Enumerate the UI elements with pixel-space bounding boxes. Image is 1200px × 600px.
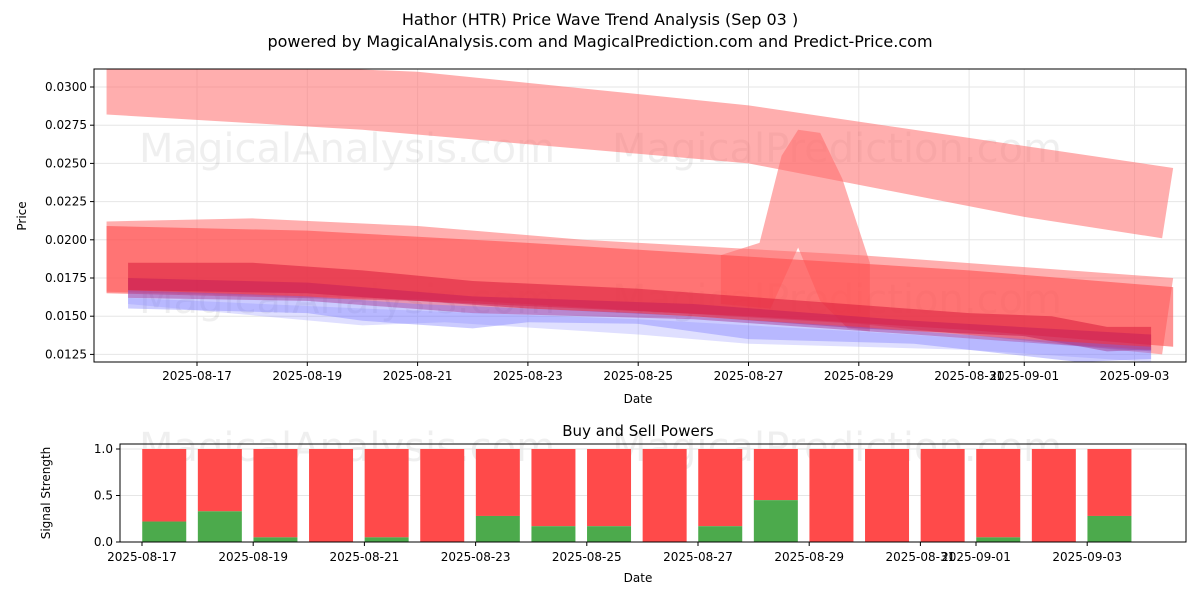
sell-bar — [475, 449, 520, 516]
x-tick-label: 2025-08-17 — [107, 550, 177, 564]
x-tick-label: 2025-08-21 — [383, 369, 453, 383]
sell-bar — [197, 449, 242, 512]
sell-bar — [865, 449, 910, 542]
plot-frame — [93, 68, 1187, 363]
y-tick-label: 0.0275 — [45, 118, 87, 132]
x-tick-label: 2025-08-27 — [663, 550, 733, 564]
chart-title: Hathor (HTR) Price Wave Trend Analysis (… — [401, 10, 799, 29]
y-tick-label: 0.0300 — [45, 80, 87, 94]
buy-bar — [587, 526, 632, 542]
y-tick-label: 0.0175 — [45, 271, 87, 285]
x-tick-label: 2025-08-19 — [272, 369, 342, 383]
sell-bar — [809, 449, 854, 542]
y-tick-label: 1.0 — [94, 442, 113, 456]
x-tick-label: 2025-09-03 — [1100, 369, 1170, 383]
x-axis-label: Date — [624, 392, 653, 406]
x-tick-label: 2025-08-29 — [824, 369, 894, 383]
buy-bar — [364, 537, 409, 542]
chart-subtitle: powered by MagicalAnalysis.com and Magic… — [267, 32, 933, 51]
plot-frame — [119, 443, 1187, 543]
y-tick-label: 0.0 — [94, 535, 113, 549]
x-tick-label: 2025-08-31 — [886, 550, 956, 564]
buy-bar — [475, 515, 520, 542]
x-tick-label: 2025-08-25 — [552, 550, 622, 564]
sell-bar — [642, 449, 687, 542]
sell-bar — [976, 449, 1021, 538]
buy-bar — [1087, 515, 1132, 542]
sell-bar — [364, 449, 409, 538]
y-tick-label: 0.0200 — [45, 233, 87, 247]
price-band — [128, 262, 1152, 352]
y-tick-label: 0.0125 — [45, 347, 87, 361]
y-tick-label: 0.5 — [94, 489, 113, 503]
price-band — [128, 278, 1152, 352]
sell-bar — [420, 449, 465, 542]
x-tick-label: 2025-08-23 — [493, 369, 563, 383]
sell-bar — [587, 449, 632, 527]
buy-bar — [531, 526, 576, 542]
y-tick-label: 0.0225 — [45, 195, 87, 209]
x-axis-label: Date — [624, 571, 653, 585]
x-tick-label: 2025-09-01 — [941, 550, 1011, 564]
sell-bar — [309, 449, 354, 542]
buy-bar — [976, 537, 1021, 542]
sell-bar — [253, 449, 298, 538]
y-axis-label: Signal Strength — [39, 447, 53, 540]
price-band — [128, 290, 1152, 362]
y-tick-label: 0.0150 — [45, 309, 87, 323]
x-tick-label: 2025-08-19 — [218, 550, 288, 564]
sell-bar — [531, 449, 576, 527]
buy-bar — [753, 500, 798, 542]
price-band — [128, 297, 1152, 362]
sell-bar — [1031, 449, 1076, 542]
x-tick-label: 2025-08-17 — [162, 369, 232, 383]
sell-bar — [142, 449, 187, 522]
subplot-title: Buy and Sell Powers — [562, 422, 714, 440]
price-band — [106, 69, 1174, 239]
buy-bar — [698, 526, 743, 542]
x-tick-label: 2025-08-25 — [603, 369, 673, 383]
buy-bar — [142, 521, 187, 542]
buy-bar — [197, 511, 242, 542]
x-tick-label: 2025-08-27 — [714, 369, 784, 383]
x-tick-label: 2025-09-03 — [1052, 550, 1122, 564]
x-tick-label: 2025-09-01 — [989, 369, 1059, 383]
sell-bar — [920, 449, 965, 542]
sell-bar — [1087, 449, 1132, 516]
buy-bar — [253, 537, 298, 542]
sell-bar — [698, 449, 743, 527]
x-tick-label: 2025-08-31 — [934, 369, 1004, 383]
x-tick-label: 2025-08-29 — [774, 550, 844, 564]
y-axis-label: Price — [15, 201, 29, 230]
bands — [106, 69, 1174, 362]
sell-bar — [753, 449, 798, 501]
x-tick-label: 2025-08-23 — [441, 550, 511, 564]
x-tick-label: 2025-08-21 — [330, 550, 400, 564]
y-tick-label: 0.0250 — [45, 156, 87, 170]
